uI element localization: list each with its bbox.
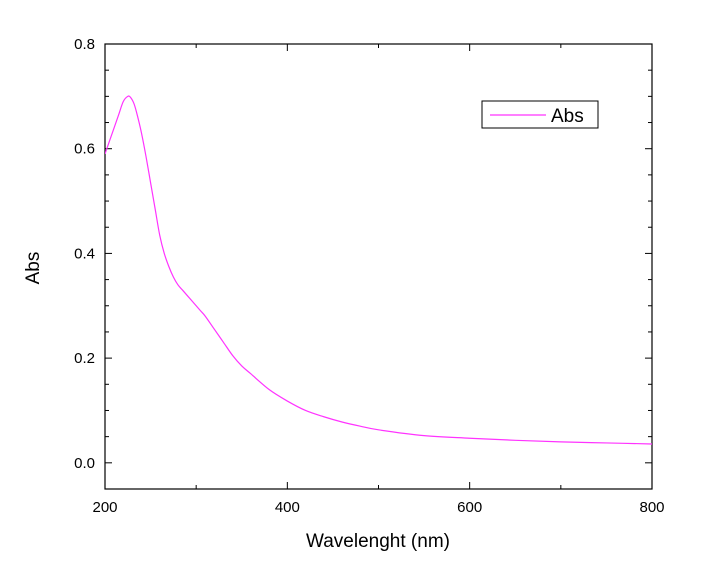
x-tick-label: 600 — [457, 499, 482, 516]
x-tick-label: 200 — [92, 499, 117, 516]
y-tick-label: 0.6 — [74, 141, 95, 158]
y-axis: 0.0 0.2 0.4 0.6 0.8 — [74, 36, 652, 472]
y-axis-title: Abs — [23, 252, 44, 285]
series-line-abs — [105, 95, 652, 445]
y-tick-label: 0.8 — [74, 36, 95, 53]
y-tick-label: 0.4 — [74, 245, 95, 262]
x-axis: 200 400 600 800 — [92, 44, 665, 516]
y-tick-label: 0.0 — [74, 455, 95, 472]
x-tick-label: 800 — [639, 499, 664, 516]
legend-label-abs: Abs — [551, 106, 584, 127]
legend: Abs — [481, 100, 599, 129]
x-axis-title: Wavelenght (nm) — [306, 531, 450, 552]
y-tick-label: 0.2 — [74, 350, 95, 367]
x-tick-label: 400 — [275, 499, 300, 516]
